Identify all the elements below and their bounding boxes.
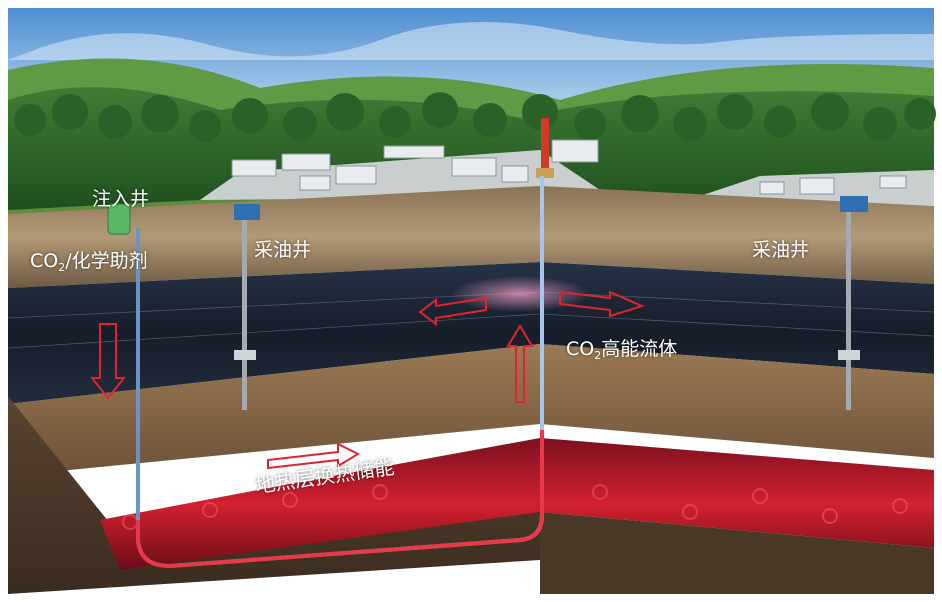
tree-canopy	[14, 92, 936, 142]
label-production-well-right: 采油井	[752, 239, 810, 261]
wellhead-center	[536, 168, 554, 178]
label-injection-well: 注入井	[92, 188, 150, 210]
clastic-layer	[8, 344, 934, 476]
flow-arrow-icon	[418, 296, 487, 326]
flow-arrow-icon	[506, 324, 534, 403]
co2-injectant-subscript: 2	[58, 261, 66, 274]
production-well-left-screen	[234, 350, 256, 360]
co2-fluid-suffix: 高能流体	[601, 338, 678, 360]
production-well-left-casing	[242, 220, 247, 410]
pumpjack-icon	[840, 196, 868, 212]
label-co2-injectant: CO2/化学助剂	[30, 250, 148, 274]
derrick-icon	[541, 118, 549, 168]
geothermal-layer	[100, 438, 934, 570]
geothermal-bubbles	[122, 484, 908, 530]
deep-layer-right	[540, 512, 934, 594]
reservoir-layer	[8, 262, 934, 404]
co2-fluid-prefix: CO	[566, 338, 595, 360]
production-well-right-casing	[846, 212, 851, 410]
injection-tank-icon	[107, 203, 131, 235]
production-well-right-screen	[838, 350, 860, 360]
flow-arrow-icon	[89, 323, 127, 400]
flow-arrow-icon	[267, 442, 361, 470]
clouds	[8, 22, 934, 60]
label-co2-fluid: CO2高能流体	[566, 338, 678, 362]
flow-arrow-icon	[559, 290, 645, 318]
co2-injectant-suffix: /化学助剂	[65, 250, 148, 272]
co2-injectant-prefix: CO	[30, 250, 59, 272]
injection-pipe-hot-section	[136, 430, 544, 569]
factory-building-icon	[231, 139, 907, 195]
co2-fluid-subscript: 2	[594, 349, 602, 362]
pumpjack-icon	[234, 204, 260, 220]
label-production-well-left: 采油井	[254, 239, 312, 261]
